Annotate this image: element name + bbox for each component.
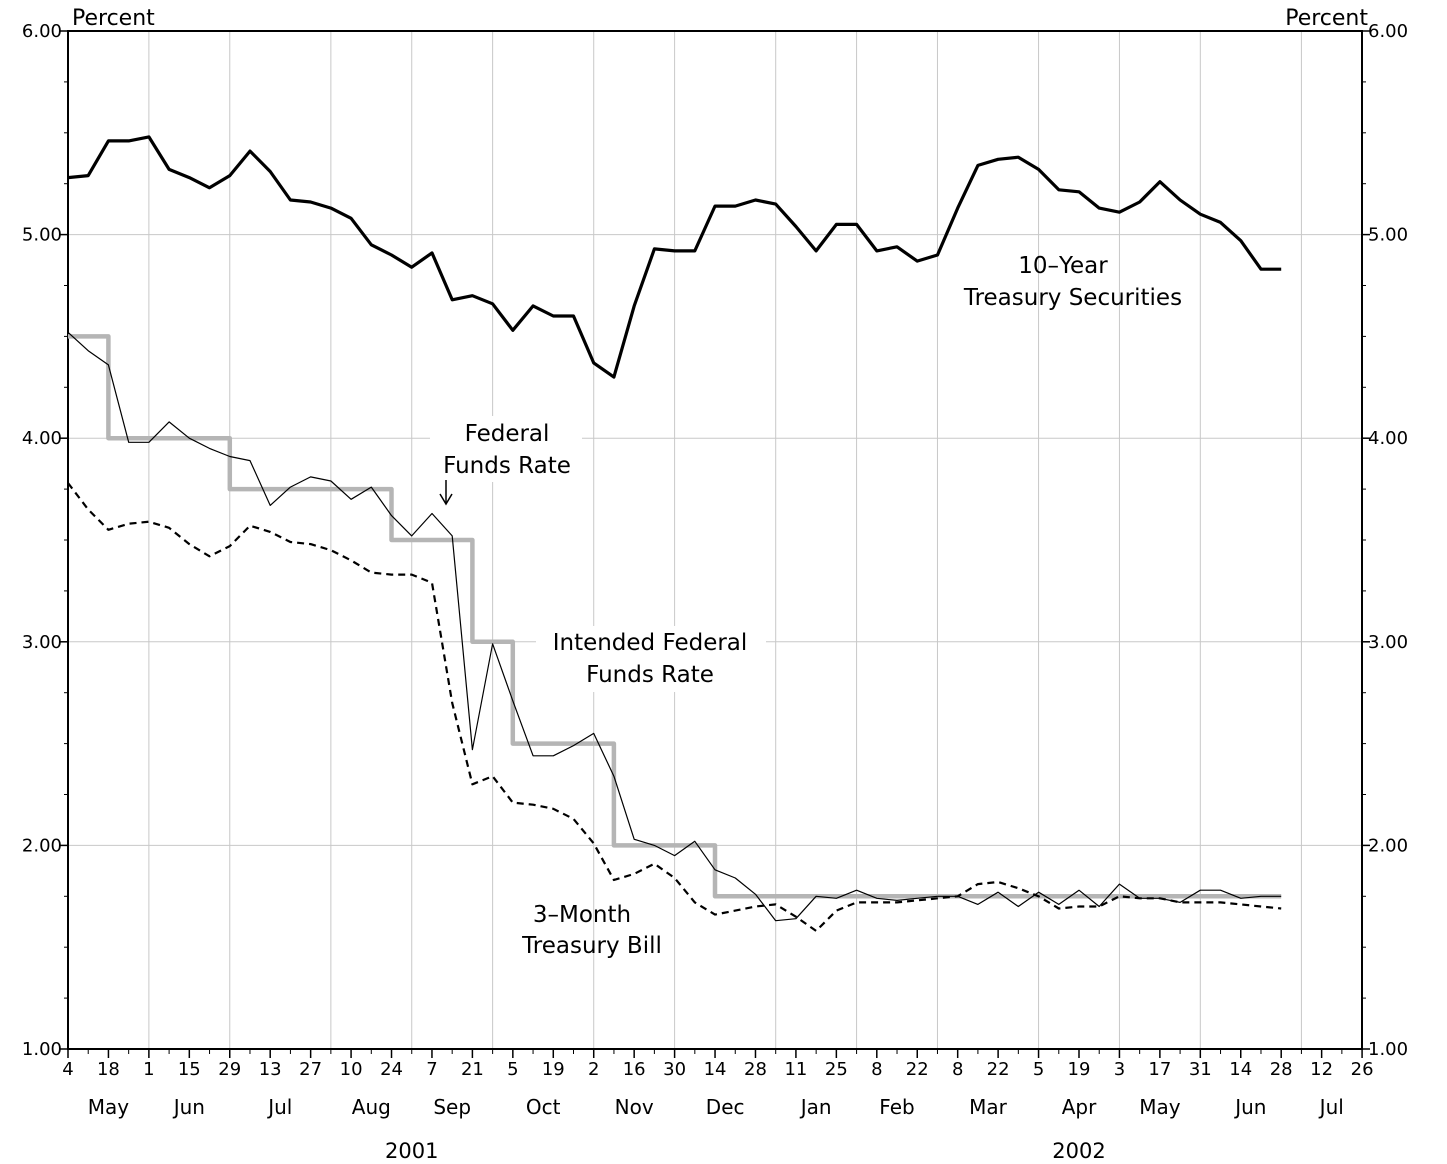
x-month-label: Jul <box>266 1095 292 1119</box>
x-tick-label: 18 <box>97 1059 120 1080</box>
x-month-label: Jun <box>172 1095 205 1119</box>
x-tick-label: 14 <box>704 1059 727 1080</box>
x-tick-label: 19 <box>542 1059 565 1080</box>
annotation-intended-line2: Funds Rate <box>586 662 714 688</box>
x-tick-label: 5 <box>507 1059 518 1080</box>
x-tick-label: 27 <box>299 1059 322 1080</box>
annotation-ten-year-line1: 10–Year <box>1018 253 1108 279</box>
x-tick-label: 26 <box>1351 1059 1374 1080</box>
x-month-label: Nov <box>615 1095 654 1119</box>
x-tick-label: 12 <box>1310 1059 1333 1080</box>
x-month-label: Aug <box>352 1095 391 1119</box>
x-tick-label: 31 <box>1189 1059 1212 1080</box>
x-tick-label: 28 <box>744 1059 767 1080</box>
series-line-tbill <box>67 482 1282 933</box>
annotation-intended-backing <box>536 626 766 692</box>
x-month-label: May <box>88 1095 130 1119</box>
annotation-intended-line1: Intended Federal <box>553 630 748 656</box>
x-tick-label: 22 <box>987 1059 1010 1080</box>
x-tick-label: 16 <box>623 1059 646 1080</box>
x-month-label: Jan <box>799 1095 832 1119</box>
x-tick-label: 3 <box>1114 1059 1125 1080</box>
x-tick-label: 15 <box>178 1059 201 1080</box>
annotation-fed-funds-arrow <box>439 480 453 506</box>
x-tick-label: 30 <box>663 1059 686 1080</box>
x-tick-label: 1 <box>143 1059 154 1080</box>
y-tick-label-left: 6.00 <box>22 21 62 42</box>
y-tick-label-right: 2.00 <box>1368 835 1408 856</box>
x-tick-label: 2 <box>588 1059 599 1080</box>
x-month-label: Jun <box>1233 1095 1266 1119</box>
right-unit-label: Percent <box>1285 6 1368 31</box>
x-month-label: Mar <box>969 1095 1008 1119</box>
x-month-label: Sep <box>433 1095 471 1119</box>
x-month-label: Apr <box>1062 1095 1097 1119</box>
x-tick-label: 22 <box>906 1059 929 1080</box>
y-tick-label-right: 1.00 <box>1368 1039 1408 1060</box>
x-tick-label: 21 <box>461 1059 484 1080</box>
x-tick-label: 5 <box>1033 1059 1044 1080</box>
y-tick-label-right: 3.00 <box>1368 632 1408 653</box>
x-tick-label: 8 <box>871 1059 882 1080</box>
x-month-label: Jul <box>1318 1095 1344 1119</box>
annotation-ten-year-line2: Treasury Securities <box>963 285 1182 311</box>
x-month-label: May <box>1139 1095 1181 1119</box>
annotation-tbill-line1: 3–Month <box>533 902 631 928</box>
x-tick-label: 19 <box>1068 1059 1091 1080</box>
x-tick-label: 24 <box>380 1059 403 1080</box>
x-tick-label: 11 <box>784 1059 807 1080</box>
x-tick-label: 8 <box>952 1059 963 1080</box>
x-tick-label: 14 <box>1229 1059 1252 1080</box>
x-year-label: 2001 <box>385 1139 438 1163</box>
annotation-fed-funds-backing <box>430 416 582 482</box>
annotation-fed-funds-line1: Federal <box>465 421 550 447</box>
y-tick-label-left: 5.00 <box>22 225 62 246</box>
y-tick-label-left: 2.00 <box>22 835 62 856</box>
y-tick-label-right: 4.00 <box>1368 428 1408 449</box>
x-month-label: Dec <box>706 1095 745 1119</box>
x-tick-label: 17 <box>1148 1059 1171 1080</box>
y-tick-label-left: 3.00 <box>22 632 62 653</box>
x-year-label: 2002 <box>1052 1139 1105 1163</box>
x-tick-label: 7 <box>426 1059 437 1080</box>
x-tick-label: 4 <box>62 1059 73 1080</box>
y-tick-label-right: 6.00 <box>1368 21 1408 42</box>
x-tick-label: 28 <box>1270 1059 1293 1080</box>
x-tick-label: 25 <box>825 1059 848 1080</box>
grid-lines <box>68 31 1362 1049</box>
y-tick-label-left: 4.00 <box>22 428 62 449</box>
x-tick-label: 29 <box>218 1059 241 1080</box>
x-tick-label: 10 <box>340 1059 363 1080</box>
series-line-intended <box>68 334 1282 899</box>
series-line-fed-funds <box>67 331 1282 922</box>
x-month-label: Feb <box>879 1095 914 1119</box>
x-month-label: Oct <box>526 1095 561 1119</box>
y-tick-label-left: 1.00 <box>22 1039 62 1060</box>
axes: 1.00 1.00 2.00 2.00 3.00 3.00 4.00 4.00 5.00 5.00… <box>22 21 1408 1163</box>
annotation-fed-funds-line2: Funds Rate <box>443 453 571 479</box>
left-unit-label: Percent <box>72 6 155 31</box>
x-tick-label: 13 <box>259 1059 282 1080</box>
y-tick-label-right: 5.00 <box>1368 225 1408 246</box>
annotation-tbill-line2: Treasury Bill <box>521 933 662 959</box>
series-line-ten-year <box>67 135 1282 379</box>
series-layer <box>67 135 1282 933</box>
